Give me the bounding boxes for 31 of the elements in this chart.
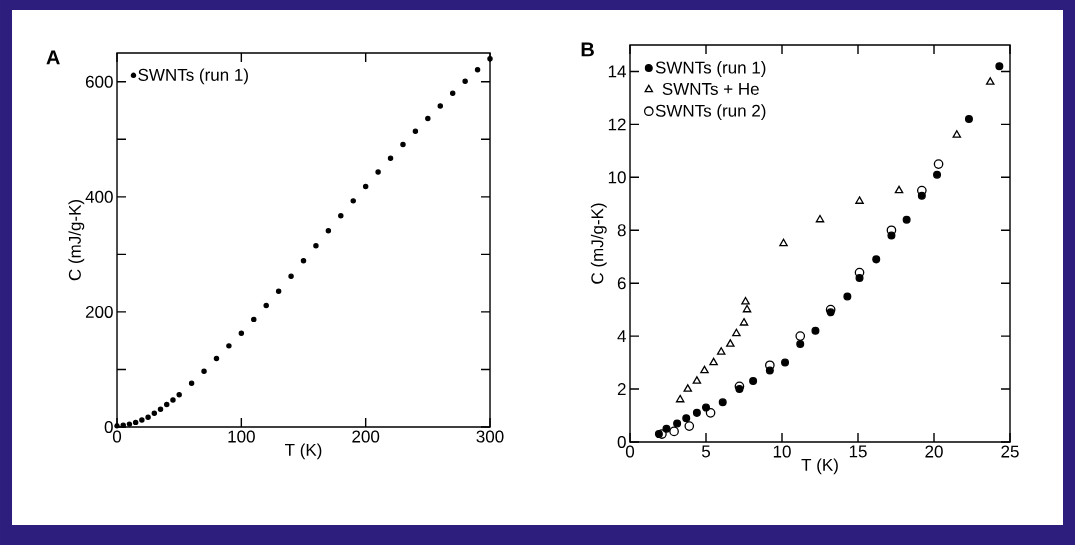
y-tick-label: 10 [608, 171, 626, 184]
y-axis-title: C (mJ/g-K) [590, 203, 607, 284]
y-tick-label: 200 [85, 305, 113, 318]
y-tick-label: 400 [85, 190, 113, 203]
x-tick-label: 25 [1001, 445, 1019, 458]
x-tick-label: 100 [228, 430, 255, 443]
x-tick-label: 10 [773, 445, 791, 458]
y-tick-label: 4 [617, 330, 626, 342]
x-tick-label: 0 [625, 445, 635, 458]
legend-label: SWNTs (run 1) [655, 61, 766, 77]
legend-label: SWNTs (run 2) [655, 104, 766, 121]
x-tick-label: 200 [352, 430, 380, 443]
x-tick-label: 300 [476, 430, 504, 443]
chart-title: A [46, 50, 60, 65]
y-tick-label: 600 [85, 75, 113, 88]
x-axis-title: T (K) [801, 458, 838, 475]
y-tick-label: 6 [617, 277, 626, 290]
x-axis-title: T (K) [285, 443, 322, 460]
legend-label: SWNTs + He [662, 82, 759, 95]
y-tick-label: 0 [104, 420, 113, 434]
x-tick-label: 0 [112, 430, 122, 443]
y-axis-title: C (mJ/g-K) [68, 199, 85, 281]
x-tick-label: 20 [925, 445, 943, 458]
x-tick-label: 15 [849, 445, 867, 458]
y-tick-label: 8 [617, 224, 626, 237]
legend-label: SWNTs (run 1) [138, 68, 248, 85]
x-tick-label: 5 [701, 445, 711, 458]
y-tick-label: 14 [608, 65, 626, 78]
y-tick-label: 12 [608, 118, 626, 131]
y-tick-label: 2 [617, 383, 626, 395]
chart-title: B [581, 42, 594, 57]
